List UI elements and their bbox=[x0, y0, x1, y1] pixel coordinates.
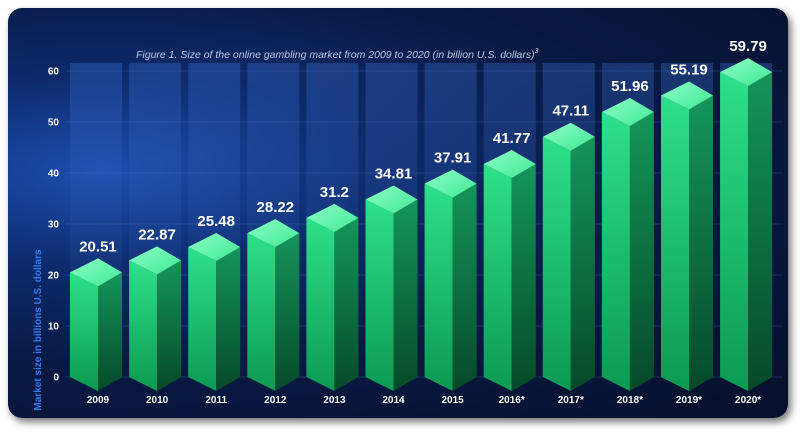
value-label: 47.11 bbox=[552, 103, 589, 120]
bar bbox=[188, 233, 241, 391]
bar-front bbox=[306, 217, 335, 391]
bar-chart: Figure 1. Size of the online gambling ma… bbox=[33, 38, 783, 411]
bar-top bbox=[188, 233, 241, 262]
bars bbox=[70, 58, 773, 392]
bar-side bbox=[275, 233, 300, 391]
bar-side bbox=[98, 272, 122, 391]
bar-top bbox=[483, 149, 536, 178]
bar bbox=[247, 219, 300, 391]
x-tick-label: 2019* bbox=[676, 395, 702, 406]
bar bbox=[601, 98, 654, 391]
bar-side bbox=[511, 163, 536, 391]
bar bbox=[720, 58, 773, 392]
x-tick-label: 2009 bbox=[87, 395, 110, 406]
bar-top bbox=[601, 98, 654, 127]
bar bbox=[306, 203, 359, 391]
value-label: 28.22 bbox=[257, 199, 295, 216]
y-tick-label: 40 bbox=[48, 169, 60, 180]
x-tick-label: 2013 bbox=[323, 395, 346, 406]
bar-front bbox=[247, 233, 276, 391]
x-tick-label: 2017* bbox=[558, 395, 584, 406]
x-tick-label: 2015 bbox=[441, 395, 464, 406]
bar-side bbox=[216, 247, 241, 391]
value-label: 22.87 bbox=[138, 226, 176, 243]
value-label: 41.77 bbox=[493, 130, 531, 147]
y-tick-label: 60 bbox=[48, 67, 60, 78]
y-axis-label: Market size in billions U.S. dollars bbox=[33, 249, 44, 411]
bar-top bbox=[424, 169, 477, 198]
y-tick-label: 30 bbox=[48, 220, 60, 231]
value-label: 51.96 bbox=[611, 78, 649, 95]
value-label: 25.48 bbox=[197, 213, 235, 230]
bar-front bbox=[365, 199, 394, 391]
x-tick-label: 2014 bbox=[382, 395, 405, 406]
bar-front bbox=[70, 272, 98, 391]
bar-side bbox=[629, 112, 654, 391]
x-tick-label: 2012 bbox=[264, 395, 287, 406]
bar-side bbox=[570, 136, 595, 391]
bar-front bbox=[424, 183, 453, 391]
bar-side bbox=[689, 95, 713, 391]
bar-side bbox=[334, 217, 359, 391]
value-label: 37.91 bbox=[434, 150, 472, 167]
bar-top bbox=[661, 81, 713, 110]
bar bbox=[424, 169, 477, 391]
value-labels: 20.51 22.87 25.48 28.22 31.2 34.81 37.91 41.77 4… bbox=[79, 38, 767, 255]
chart-frame: Figure 1. Size of the online gambling ma… bbox=[8, 8, 788, 418]
bar-front bbox=[542, 136, 571, 391]
value-label: 55.19 bbox=[670, 62, 708, 79]
figure-title-sup: 3 bbox=[535, 48, 539, 55]
bar-side bbox=[393, 199, 418, 391]
y-tick-labels: 0 10 20 30 40 50 60 bbox=[48, 67, 60, 384]
value-label: 20.51 bbox=[79, 238, 117, 255]
y-tick-label: 50 bbox=[48, 118, 60, 129]
x-tick-label: 2018* bbox=[617, 395, 643, 406]
bar-top bbox=[542, 122, 595, 151]
bar bbox=[70, 258, 122, 391]
bar-front bbox=[188, 247, 217, 391]
x-tick-label: 2010 bbox=[146, 395, 169, 406]
bar bbox=[542, 122, 595, 391]
bar-top bbox=[70, 258, 122, 287]
bar bbox=[661, 81, 713, 391]
bar bbox=[129, 246, 182, 391]
bar-side bbox=[748, 72, 773, 392]
bar-top bbox=[306, 203, 359, 232]
bar bbox=[365, 185, 418, 391]
gridlines bbox=[66, 70, 783, 378]
y-tick-label: 20 bbox=[48, 271, 60, 282]
bar-top bbox=[720, 58, 773, 87]
bar-top bbox=[365, 185, 418, 214]
y-tick-label: 10 bbox=[48, 322, 60, 333]
figure-title: Figure 1. Size of the online gambling ma… bbox=[136, 48, 539, 61]
bar bbox=[483, 149, 536, 391]
bar-front bbox=[129, 260, 158, 391]
bar-front bbox=[483, 163, 512, 391]
value-label: 34.81 bbox=[375, 165, 413, 182]
value-label: 31.2 bbox=[320, 184, 349, 201]
bar-front bbox=[720, 72, 749, 392]
bar-top bbox=[129, 246, 182, 275]
bar-front bbox=[661, 95, 689, 391]
x-tick-label: 2020* bbox=[735, 395, 761, 406]
bar-side bbox=[452, 183, 477, 391]
bar-top bbox=[247, 219, 300, 248]
value-label: 59.79 bbox=[729, 38, 767, 55]
bar-front bbox=[601, 112, 630, 391]
x-tick-label: 2011 bbox=[205, 395, 227, 406]
bar-side bbox=[157, 260, 182, 391]
x-tick-labels: 2009 2010 2011 2012 2013 2014 2015 2016* 2017* 20… bbox=[87, 395, 761, 406]
y-tick-label: 0 bbox=[53, 373, 59, 384]
x-tick-label: 2016* bbox=[499, 395, 525, 406]
